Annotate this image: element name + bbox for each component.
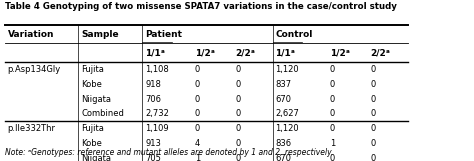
Text: 0: 0 — [330, 65, 335, 74]
Text: 0: 0 — [370, 80, 375, 89]
Text: 0: 0 — [195, 80, 200, 89]
Text: p.Ile332Thr: p.Ile332Thr — [8, 124, 55, 133]
Text: 0: 0 — [370, 124, 375, 133]
Text: 1/2ᵃ: 1/2ᵃ — [330, 48, 350, 57]
Text: Control: Control — [275, 30, 313, 39]
Text: 0: 0 — [235, 154, 240, 161]
Text: 1,120: 1,120 — [275, 124, 299, 133]
Text: 0: 0 — [235, 65, 240, 74]
Text: 706: 706 — [145, 95, 161, 104]
Text: 913: 913 — [145, 139, 161, 148]
Text: Variation: Variation — [8, 30, 54, 39]
Text: Table 4 Genotyping of two missense SPATA7 variations in the case/control study: Table 4 Genotyping of two missense SPATA… — [5, 2, 397, 11]
Text: 836: 836 — [275, 139, 292, 148]
Text: 0: 0 — [235, 109, 240, 118]
Text: 1,108: 1,108 — [145, 65, 169, 74]
Text: 0: 0 — [370, 139, 375, 148]
Text: 1,109: 1,109 — [145, 124, 169, 133]
Text: 918: 918 — [145, 80, 161, 89]
Text: 1,120: 1,120 — [275, 65, 299, 74]
Text: Note: ᵃGenotypes: reference and mutant alleles are denoted by 1 and 2, respectiv: Note: ᵃGenotypes: reference and mutant a… — [5, 148, 333, 157]
Text: 0: 0 — [195, 124, 200, 133]
Text: 2/2ᵃ: 2/2ᵃ — [370, 48, 390, 57]
Text: 0: 0 — [330, 154, 335, 161]
Text: Niigata: Niigata — [81, 95, 111, 104]
Text: 0: 0 — [235, 124, 240, 133]
Text: 1/1ᵃ: 1/1ᵃ — [145, 48, 165, 57]
Text: 0: 0 — [195, 109, 200, 118]
Text: 0: 0 — [330, 109, 335, 118]
Text: Combined: Combined — [81, 109, 124, 118]
Text: 0: 0 — [330, 124, 335, 133]
Text: 0: 0 — [370, 154, 375, 161]
Text: Fujita: Fujita — [81, 65, 104, 74]
Text: 1/2ᵃ: 1/2ᵃ — [195, 48, 215, 57]
Text: Patient: Patient — [145, 30, 182, 39]
Text: 1: 1 — [195, 154, 200, 161]
Text: 0: 0 — [235, 139, 240, 148]
Text: 2/2ᵃ: 2/2ᵃ — [235, 48, 255, 57]
Text: Niigata: Niigata — [81, 154, 111, 161]
Text: p.Asp134Gly: p.Asp134Gly — [8, 65, 61, 74]
Text: Kobe: Kobe — [81, 139, 102, 148]
Text: 0: 0 — [330, 80, 335, 89]
Text: 705: 705 — [145, 154, 161, 161]
Text: 0: 0 — [235, 80, 240, 89]
Text: 0: 0 — [235, 95, 240, 104]
Text: 837: 837 — [275, 80, 292, 89]
Text: 2,732: 2,732 — [145, 109, 169, 118]
Text: 4: 4 — [195, 139, 200, 148]
Text: 0: 0 — [370, 65, 375, 74]
Text: 0: 0 — [330, 95, 335, 104]
Text: Fujita: Fujita — [81, 124, 104, 133]
Text: 1/1ᵃ: 1/1ᵃ — [275, 48, 295, 57]
Text: 1: 1 — [330, 139, 335, 148]
Text: 670: 670 — [275, 154, 292, 161]
Text: 0: 0 — [370, 95, 375, 104]
Text: 0: 0 — [370, 109, 375, 118]
Text: Kobe: Kobe — [81, 80, 102, 89]
Text: 2,627: 2,627 — [275, 109, 299, 118]
Text: 670: 670 — [275, 95, 292, 104]
Text: 0: 0 — [195, 95, 200, 104]
Text: Sample: Sample — [81, 30, 118, 39]
Text: 0: 0 — [195, 65, 200, 74]
